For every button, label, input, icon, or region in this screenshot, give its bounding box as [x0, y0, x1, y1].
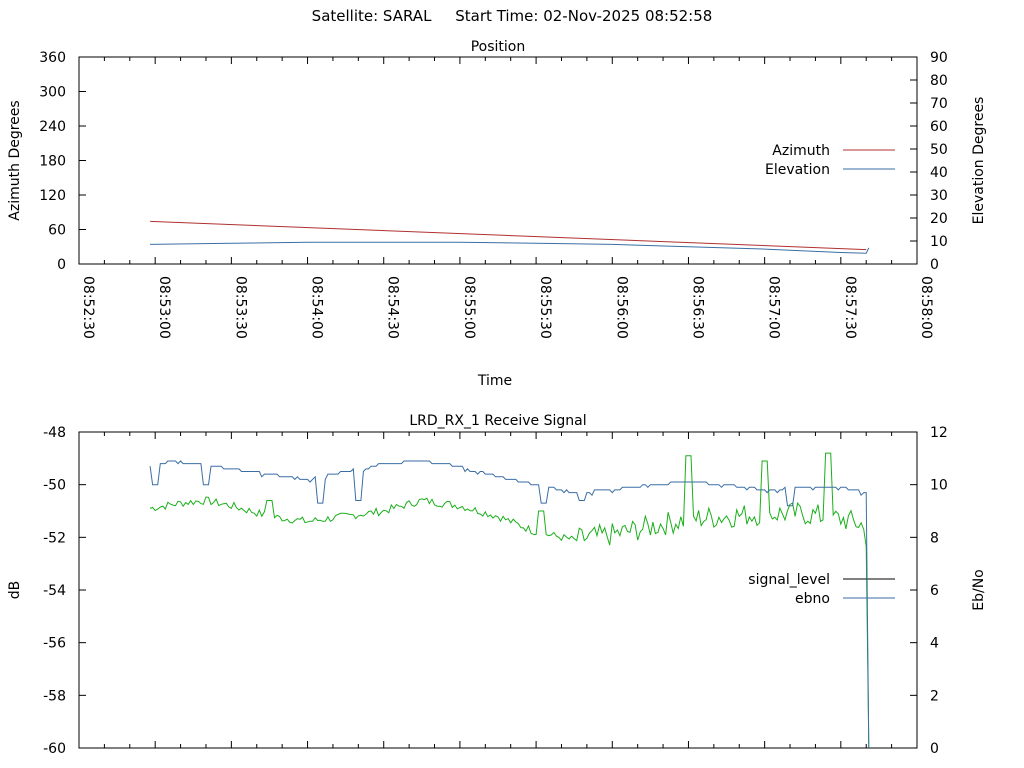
plot-frame [78, 56, 918, 265]
y-tick-label: 120 [39, 188, 66, 204]
x-tick-label: 08:56:00 [613, 276, 629, 339]
y-tick-label: 360 [39, 50, 66, 66]
y-tick-label: 180 [39, 154, 66, 170]
x-tick-label: 08:54:30 [385, 276, 401, 339]
y2-axis-label: Eb/No [971, 569, 987, 611]
x-tick-label: 08:56:30 [689, 276, 705, 339]
y2-tick-label: 6 [930, 583, 939, 599]
plot-frame [78, 431, 918, 749]
y2-tick-label: 8 [930, 530, 939, 546]
x-tick-label: 08:55:30 [537, 276, 553, 339]
x-axis-label: Time [477, 373, 512, 389]
x-tick-label: 08:57:30 [842, 276, 858, 339]
position-chart: Position 08:52:30 08:53:00 08:53:30 08:54:00… [7, 39, 987, 389]
y2-tick-label: 20 [930, 211, 948, 227]
x-tick-label: 08:53:30 [232, 276, 248, 339]
y2-axis-label: Elevation Degrees [971, 97, 987, 225]
y2-tick-label: 60 [930, 119, 948, 135]
y-tick-label: 300 [39, 85, 66, 101]
x-tick-label: 08:52:30 [80, 276, 96, 339]
y-tick-label: -48 [43, 425, 66, 441]
y2-tick-label: 0 [930, 741, 939, 757]
receive-signal-chart: LRD_RX_1 Receive Signal -60 -58 -56 -54 -52 -5… [7, 413, 987, 757]
y-tick-label: -52 [43, 530, 66, 546]
y2-tick-label: 0 [930, 257, 939, 273]
x-tick-label: 08:58:00 [918, 276, 934, 339]
y2-tick-label: 10 [930, 478, 948, 494]
satellite-label: Satellite: SARAL [311, 7, 432, 25]
y-tick-label: 0 [57, 257, 66, 273]
y-tick-label: -56 [43, 636, 66, 652]
y2-tick-label: 2 [930, 688, 939, 704]
y2-tick-label: 10 [930, 234, 948, 250]
chart-title: Position [471, 39, 526, 55]
legend-label: signal_level [748, 572, 830, 588]
y2-tick-label: 80 [930, 73, 948, 89]
start-time-label: Start Time: 02-Nov-2025 08:52:58 [455, 7, 713, 25]
y-axis-label: dB [7, 581, 23, 600]
y-tick-label: 60 [48, 223, 66, 239]
legend-label: Elevation [765, 162, 830, 178]
chart-header: Satellite: SARAL Start Time: 02-Nov-2025… [0, 7, 1024, 25]
series-line-azimuth [150, 220, 867, 251]
legend-label: Azimuth [772, 143, 830, 159]
y2-tick-label: 90 [930, 50, 948, 66]
y2-tick-label: 12 [930, 425, 948, 441]
legend-label: ebno [795, 591, 830, 607]
y-tick-label: -54 [43, 583, 66, 599]
series-line-ebno [149, 460, 870, 749]
series-line-elevation [150, 241, 870, 254]
y2-tick-label: 70 [930, 96, 948, 112]
y-tick-label: 240 [39, 119, 66, 135]
x-tick-label: 08:53:00 [156, 276, 172, 339]
y-axis-label: Azimuth Degrees [7, 100, 23, 220]
series-line-signal-level [149, 452, 870, 749]
x-tick-label: 08:57:00 [766, 276, 782, 339]
y2-tick-label: 30 [930, 188, 948, 204]
y2-tick-label: 50 [930, 142, 948, 158]
y-tick-label: -50 [43, 478, 66, 494]
y2-tick-label: 4 [930, 636, 939, 652]
x-tick-label: 08:54:00 [309, 276, 325, 339]
chart-title: LRD_RX_1 Receive Signal [409, 413, 586, 429]
x-tick-label: 08:55:00 [461, 276, 477, 339]
y-tick-label: -60 [43, 741, 66, 757]
y2-tick-label: 40 [930, 165, 948, 181]
y-tick-label: -58 [43, 688, 66, 704]
